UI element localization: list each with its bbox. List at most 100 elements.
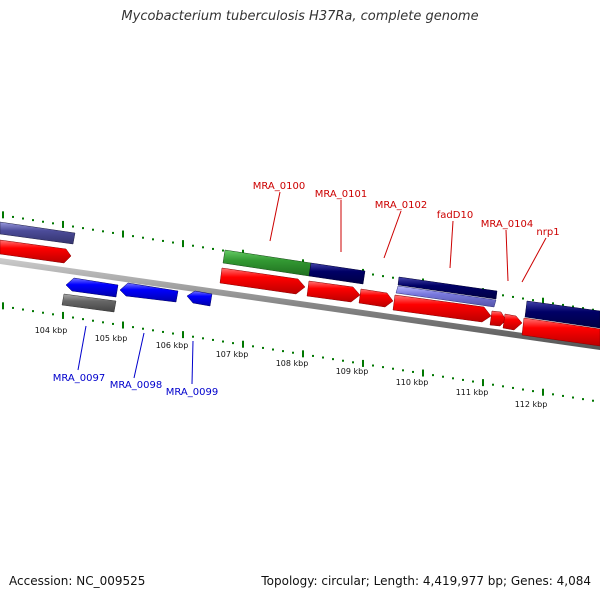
genome-backbone [0, 258, 600, 350]
lower-tick-mark [542, 388, 544, 396]
lower-tick-mark [432, 374, 434, 377]
cds-arrow-forward-mra0102 [358, 288, 394, 308]
gene-label-nrp1: nrp1 [536, 227, 559, 238]
upper-tick-mark [522, 297, 524, 300]
lower-tick-mark [342, 359, 344, 362]
upper-tick-mark [502, 294, 504, 297]
upper-tick-mark [92, 228, 94, 231]
upper-tick-mark [82, 227, 84, 230]
kbp-label: 108 kbp [276, 359, 309, 368]
upper-tick-mark [22, 217, 24, 220]
upper-tick-mark [562, 303, 564, 306]
lower-tick-mark [332, 358, 334, 361]
feature-bar-lilac [395, 285, 497, 308]
upper-tick-mark [582, 307, 584, 310]
lower-tick-mark [482, 379, 484, 387]
lower-tick-mark [72, 316, 74, 319]
gene-label-mra0097: MRA_0097 [53, 373, 105, 384]
lower-tick-mark [242, 340, 244, 348]
kbp-label: 104 kbp [35, 326, 68, 335]
cds-arrow-forward-mra0101 [306, 280, 361, 303]
upper-tick-mark [382, 275, 384, 278]
cds-arrow-reverse-mra0099 [186, 290, 213, 307]
upper-tick-mark [192, 244, 194, 247]
kbp-label: 111 kbp [456, 388, 489, 397]
lower-tick-mark [262, 346, 264, 349]
upper-tick-mark [142, 236, 144, 239]
upper-tick-mark [52, 222, 54, 225]
cds-arrow-forward-nrp1a [502, 313, 523, 331]
lower-tick-mark [232, 342, 234, 345]
leader-line-mra0097 [77, 325, 87, 371]
lower-tick-mark [62, 311, 64, 319]
gene-label-mra0101: MRA_0101 [315, 189, 367, 200]
lower-tick-mark [552, 393, 554, 396]
kbp-label: 112 kbp [515, 400, 548, 409]
upper-tick-mark [32, 219, 34, 222]
lower-tick-mark [372, 364, 374, 367]
gene-label-mra0100: MRA_0100 [253, 181, 305, 192]
upper-tick-mark [392, 276, 394, 279]
feature-bar-navy-3 [524, 300, 600, 329]
upper-tick-mark [112, 231, 114, 234]
lower-tick-mark [52, 313, 54, 316]
lower-tick-mark [472, 380, 474, 383]
feature-bar-purple-left [0, 221, 76, 245]
lower-tick-mark [562, 394, 564, 397]
upper-tick-mark [72, 225, 74, 228]
lower-tick-row [2, 302, 594, 402]
lower-tick-mark [412, 370, 414, 373]
leader-line-nrp1 [521, 237, 547, 283]
cds-arrow-forward-mra0100 [219, 267, 306, 295]
gene-label-mra0102: MRA_0102 [375, 200, 427, 211]
upper-tick-mark [202, 246, 204, 249]
lower-tick-mark [502, 385, 504, 388]
upper-tick-mark [222, 249, 224, 252]
upper-tick-mark [132, 235, 134, 238]
lower-tick-mark [402, 369, 404, 372]
footer-summary: Topology: circular; Length: 4,419,977 bp… [261, 574, 591, 588]
cds-arrow-reverse-mra0098 [119, 282, 179, 303]
lower-tick-mark [132, 326, 134, 329]
lower-tick-mark [222, 340, 224, 343]
upper-tick-mark [212, 247, 214, 250]
kbp-label: 110 kbp [396, 378, 429, 387]
gene-label-fadd10: fadD10 [437, 210, 473, 221]
upper-tick-mark [552, 302, 554, 305]
gene-label-mra0104: MRA_0104 [481, 219, 533, 230]
lower-tick-mark [452, 377, 454, 380]
lower-tick-mark [102, 321, 104, 324]
lower-tick-mark [382, 366, 384, 369]
cds-arrow-forward-mra0104 [489, 310, 507, 327]
lower-tick-mark [42, 311, 44, 314]
footer-accession: Accession: NC_009525 [9, 574, 146, 588]
gene-labels: MRA_0100 MRA_0101 MRA_0102 fadD10 MRA_01… [53, 181, 560, 398]
lower-tick-mark [282, 350, 284, 353]
kbp-label: 106 kbp [156, 341, 189, 350]
lower-tick-mark [572, 396, 574, 399]
upper-tick-mark [42, 220, 44, 223]
lower-tick-mark [192, 335, 194, 338]
lower-tick-mark [442, 375, 444, 378]
lower-tick-mark [532, 390, 534, 393]
leader-lines [77, 191, 547, 385]
lower-tick-mark [362, 359, 364, 367]
upper-tick-mark [102, 230, 104, 233]
cds-arrow-forward-nrp1b [521, 317, 600, 347]
kbp-label: 109 kbp [336, 367, 369, 376]
feature-bar-navy-1 [308, 262, 366, 285]
leader-line-mra0100 [269, 191, 281, 242]
upper-tick-mark [542, 297, 544, 305]
lower-tick-mark [32, 310, 34, 313]
lower-tick-mark [512, 386, 514, 389]
upper-tick-mark [122, 230, 124, 238]
upper-tick-mark [2, 211, 4, 219]
upper-tick-mark [532, 299, 534, 302]
page-title: Mycobacterium tuberculosis H37Ra, comple… [121, 9, 479, 24]
leader-line-mra0104 [505, 229, 509, 282]
upper-tick-mark [572, 305, 574, 308]
leader-line-fadd10 [449, 220, 454, 269]
cds-arrow-forward-fadd10 [392, 294, 492, 323]
